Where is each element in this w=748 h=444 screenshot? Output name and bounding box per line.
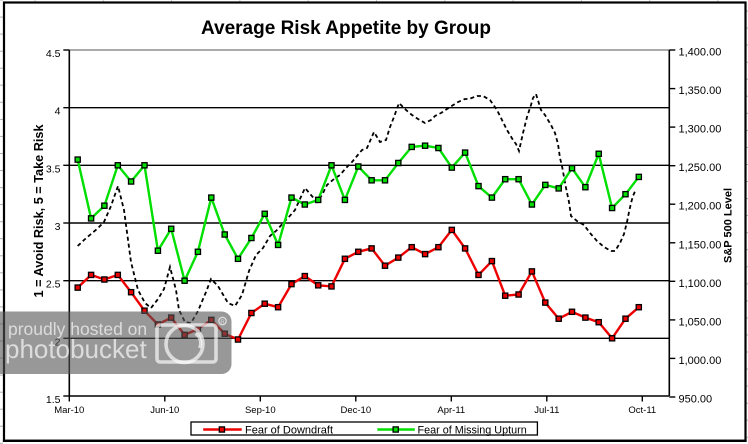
svg-text:4: 4 xyxy=(55,106,61,118)
svg-text:1,000.00: 1,000.00 xyxy=(679,355,722,367)
svg-text:1,150.00: 1,150.00 xyxy=(679,239,722,251)
svg-text:1,050.00: 1,050.00 xyxy=(679,316,722,328)
svg-text:1,250.00: 1,250.00 xyxy=(679,162,722,174)
svg-text:Jul-11: Jul-11 xyxy=(534,405,559,416)
svg-text:Oct-11: Oct-11 xyxy=(628,405,656,416)
svg-text:R: R xyxy=(220,320,224,326)
svg-text:Fear of Downdraft: Fear of Downdraft xyxy=(245,425,333,437)
svg-text:Fear of Missing Upturn: Fear of Missing Upturn xyxy=(418,425,527,437)
svg-text:Mar-10: Mar-10 xyxy=(54,405,84,416)
svg-text:950.00: 950.00 xyxy=(679,394,713,406)
svg-text:Apr-11: Apr-11 xyxy=(437,405,465,416)
svg-text:4.5: 4.5 xyxy=(46,48,61,60)
svg-text:Sep-10: Sep-10 xyxy=(245,405,276,416)
svg-text:1,400.00: 1,400.00 xyxy=(679,47,722,59)
svg-text:Dec-10: Dec-10 xyxy=(340,405,371,416)
svg-text:1 = Avoid Risk, 5 = Take Risk: 1 = Avoid Risk, 5 = Take Risk xyxy=(32,124,46,298)
svg-text:S&P 500 Level: S&P 500 Level xyxy=(723,188,735,263)
svg-text:1,300.00: 1,300.00 xyxy=(679,124,722,136)
svg-text:Jun-10: Jun-10 xyxy=(150,405,179,416)
svg-text:photobucket: photobucket xyxy=(5,334,147,364)
svg-text:1,200.00: 1,200.00 xyxy=(679,201,722,213)
svg-text:1.5: 1.5 xyxy=(46,394,61,406)
svg-text:1,350.00: 1,350.00 xyxy=(679,85,722,97)
svg-text:1,100.00: 1,100.00 xyxy=(679,278,722,290)
svg-text:2.5: 2.5 xyxy=(46,279,61,291)
svg-text:3: 3 xyxy=(55,221,61,233)
svg-text:3.5: 3.5 xyxy=(46,163,61,175)
svg-text:proudly hosted on: proudly hosted on xyxy=(8,319,147,339)
svg-text:Average Risk Appetite by Group: Average Risk Appetite by Group xyxy=(201,18,491,39)
